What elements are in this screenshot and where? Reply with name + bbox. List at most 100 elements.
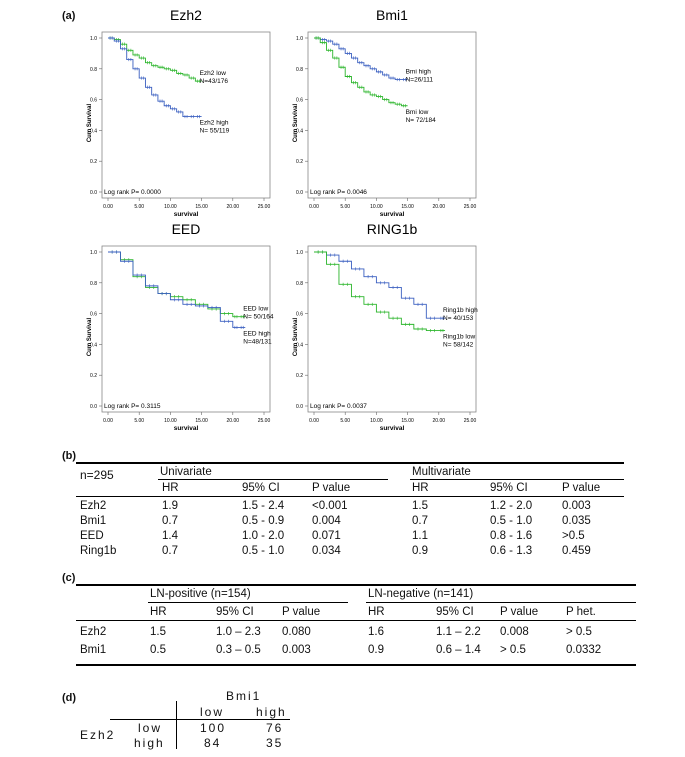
y-tick-label: 0.6 (90, 312, 97, 318)
x-tick-label: 10.00 (370, 204, 383, 210)
x-tick-label: 5.00 (134, 418, 144, 424)
panel-d-label: (d) (62, 692, 77, 704)
x-tick-label: 20.00 (433, 418, 446, 424)
y-tick-label: 0.4 (296, 128, 303, 134)
table-b-col-header: 95% CI (490, 482, 528, 494)
y-axis-label: Cum Survival (293, 318, 299, 357)
table-b-cell: 0.003 (562, 500, 591, 512)
table-c-cell: 0.008 (500, 626, 529, 638)
y-tick-label: 0.2 (296, 373, 303, 379)
table-b-col-header: HR (162, 482, 179, 494)
series-label: EED high (243, 330, 271, 337)
series-count-label: N=48/131 (243, 338, 272, 345)
table-c-cell: 0.0332 (566, 644, 602, 656)
panel-b-label: (b) (62, 450, 77, 462)
km-chart-ring1b: RING1b 0.0 0.2 0.4 0.6 0.8 1.0 0.00 5.00 10.00 15.… (288, 221, 478, 436)
contingency-row-high: high (134, 736, 165, 750)
table-b-cell: 0.459 (562, 545, 591, 557)
x-tick-label: 25.00 (464, 418, 477, 424)
table-c-col-header: 95% CI (436, 606, 474, 618)
table-b-cell: 0.004 (312, 515, 341, 527)
x-axis-label: survival (174, 211, 199, 218)
km-chart-svg: RING1b 0.0 0.2 0.4 0.6 0.8 1.0 0.00 5.00 10.00 15.… (293, 221, 478, 432)
x-tick-label: 15.00 (195, 204, 208, 210)
chart-title: RING1b (367, 221, 418, 237)
table-b-cell: 0.7 (162, 545, 178, 557)
table-b-n-label: n=295 (80, 468, 114, 482)
log-rank-annotation: Log rank P= 0.0037 (310, 403, 367, 410)
table-b-top-rule (76, 462, 624, 464)
x-tick-label: 20.00 (227, 418, 240, 424)
table-b-cell: 1.5 (412, 500, 428, 512)
km-chart-ezh2: Ezh2 0.0 0.2 0.4 0.6 0.8 1.0 0.00 5.00 10.00 15.00… (82, 7, 272, 222)
table-c-group-rule-1 (148, 602, 348, 603)
table-b-row-label: Ezh2 (80, 500, 107, 512)
table-c-cell: 1.5 (150, 626, 166, 638)
panel-c-label: (c) (62, 572, 76, 584)
y-tick-label: 0.2 (296, 159, 303, 165)
y-tick-label: 1.0 (90, 250, 97, 256)
table-c-cell: 1.1 – 2.2 (436, 626, 481, 638)
y-tick-label: 0.4 (90, 128, 97, 134)
table-b-cell: 0.034 (312, 545, 341, 557)
table-c-header-rule (76, 620, 636, 621)
chart-title: Bmi1 (376, 7, 408, 23)
km-series-line (314, 251, 446, 319)
table-b-cell: >0.5 (562, 530, 585, 542)
contingency-cell: 35 (266, 736, 284, 750)
y-tick-label: 0.8 (90, 67, 97, 73)
y-tick-label: 1.0 (296, 36, 303, 42)
table-b-col-header: 95% CI (242, 482, 280, 494)
table-c-col-header: HR (150, 606, 167, 618)
series-label: Ezh2 low (200, 70, 227, 77)
y-tick-label: 0.8 (90, 281, 97, 287)
table-c-cell: 1.6 (368, 626, 384, 638)
table-c-col-header: 95% CI (216, 606, 254, 618)
table-b-header-rule (76, 496, 624, 497)
table-b-cell: 0.035 (562, 515, 591, 527)
table-c-cell: 0.080 (282, 626, 311, 638)
x-tick-label: 25.00 (258, 418, 271, 424)
x-tick-label: 25.00 (464, 204, 477, 210)
table-c-col-header: HR (368, 606, 385, 618)
y-axis-label: Cum Survival (87, 318, 93, 357)
series-count-label: N= 50/164 (243, 314, 274, 321)
table-b-cell: 1.2 - 2.0 (490, 500, 533, 512)
y-tick-label: 0.4 (296, 342, 303, 348)
km-series-line (108, 37, 202, 117)
table-b-group-rule-2 (410, 479, 624, 480)
table-c-row-label: Ezh2 (80, 626, 107, 638)
table-b-row-label: EED (80, 530, 104, 542)
log-rank-annotation: Log rank P= 0.0000 (104, 189, 161, 196)
table-c-cell: 0.003 (282, 644, 311, 656)
table-b-row-label: Ring1b (80, 545, 117, 557)
table-b-group-multivariate: Multivariate (412, 466, 471, 478)
km-series-line (314, 37, 408, 107)
y-tick-label: 0.8 (296, 281, 303, 287)
table-b-cell: 0.5 - 0.9 (242, 515, 285, 527)
km-chart-svg: EED 0.0 0.2 0.4 0.6 0.8 1.0 0.00 5.00 10.00 15.00 2… (87, 221, 274, 432)
log-rank-annotation: Log rank P= 0.0046 (310, 189, 367, 196)
x-axis-label: survival (380, 211, 405, 218)
y-tick-label: 0.2 (90, 159, 97, 165)
table-b-group-rule-1 (158, 479, 388, 480)
series-label: Bmi low (406, 109, 429, 116)
contingency-row-title: Ezh2 (80, 728, 116, 742)
x-axis-label: survival (380, 425, 405, 432)
table-b-cell: 0.8 - 1.6 (490, 530, 533, 542)
table-c-group-ln-negative: LN-negative (n=141) (368, 588, 474, 600)
table-b-group-univariate: Univariate (160, 466, 212, 478)
table-b-cell: 0.5 - 1.0 (242, 545, 285, 557)
contingency-col-high: high (256, 705, 287, 719)
y-axis-label: Cum Survival (87, 104, 93, 143)
contingency-vertical-rule (176, 701, 177, 749)
table-c-group-ln-positive: LN-positive (n=154) (150, 588, 251, 600)
contingency-cell: 76 (266, 721, 284, 735)
table-c-row-label: Bmi1 (80, 644, 107, 656)
panel-a-label: (a) (62, 10, 76, 22)
x-axis-label: survival (174, 425, 199, 432)
table-b-cell: 1.5 - 2.4 (242, 500, 285, 512)
table-b-col-header: P value (562, 482, 601, 494)
log-rank-annotation: Log rank P= 0.3115 (104, 403, 161, 410)
table-b-cell: 0.9 (412, 545, 428, 557)
